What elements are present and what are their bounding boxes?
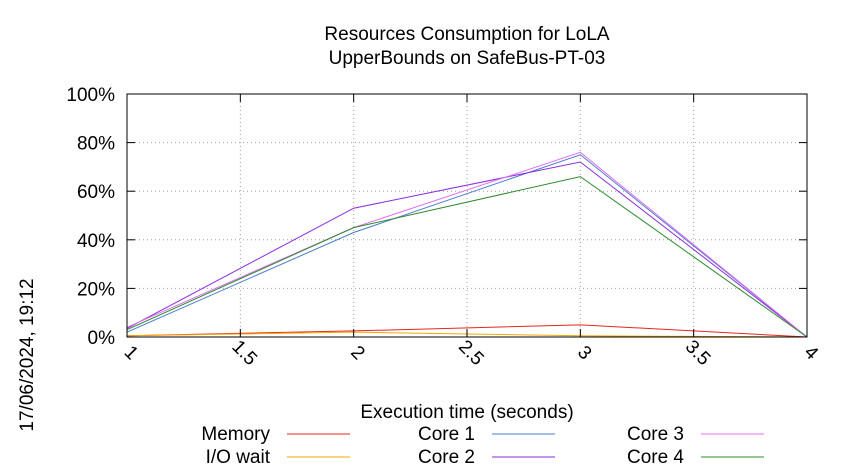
- y-tick-label-4: 80%: [77, 134, 115, 155]
- axis-ticks: [126, 93, 808, 338]
- legend-label-i-o-wait: I/O wait: [206, 447, 271, 468]
- x-tick-label-2: 2: [346, 342, 368, 364]
- y-tick-label-1: 20%: [77, 279, 115, 300]
- x-tick-label-0: 1: [120, 342, 142, 364]
- series-line-core-3: [126, 151, 808, 338]
- y-tick-label-0: 0%: [88, 328, 116, 349]
- series-line-core-1: [126, 154, 808, 338]
- chart-title: Resources Consumption for LoLA UpperBoun…: [324, 24, 609, 69]
- x-axis-label: Execution time (seconds): [360, 402, 573, 423]
- chart-title-line-2: UpperBounds on SafeBus-PT-03: [329, 48, 606, 69]
- legend-label-core-1: Core 1: [418, 424, 475, 445]
- y-tick-label-3: 60%: [77, 182, 115, 203]
- y-tick-label-2: 40%: [77, 231, 115, 252]
- x-tick-label-1: 1.5: [227, 336, 261, 370]
- data-series: [126, 151, 808, 338]
- x-tick-label-5: 3.5: [681, 336, 715, 370]
- legend-label-memory: Memory: [201, 424, 270, 445]
- x-tick-label-6: 4: [800, 342, 823, 365]
- legend-label-core-4: Core 4: [627, 447, 684, 468]
- x-tick-label-3: 2.5: [454, 336, 488, 370]
- x-tick-labels: 1 1.5 2 2.5 3 3.5 4: [120, 336, 823, 370]
- y-tick-label-5: 100%: [66, 85, 115, 106]
- legend-label-core-3: Core 3: [627, 424, 684, 445]
- legend-label-core-2: Core 2: [418, 447, 475, 468]
- series-line-core-2: [126, 161, 808, 338]
- series-line-core-4: [126, 176, 808, 338]
- y-tick-labels: 0% 20% 40% 60% 80% 100%: [66, 85, 115, 349]
- grid-lines: [127, 94, 807, 337]
- x-tick-label-4: 3: [573, 342, 595, 364]
- chart-title-line-1: Resources Consumption for LoLA: [324, 24, 609, 45]
- timestamp-label: 17/06/2024, 19:12: [17, 278, 38, 431]
